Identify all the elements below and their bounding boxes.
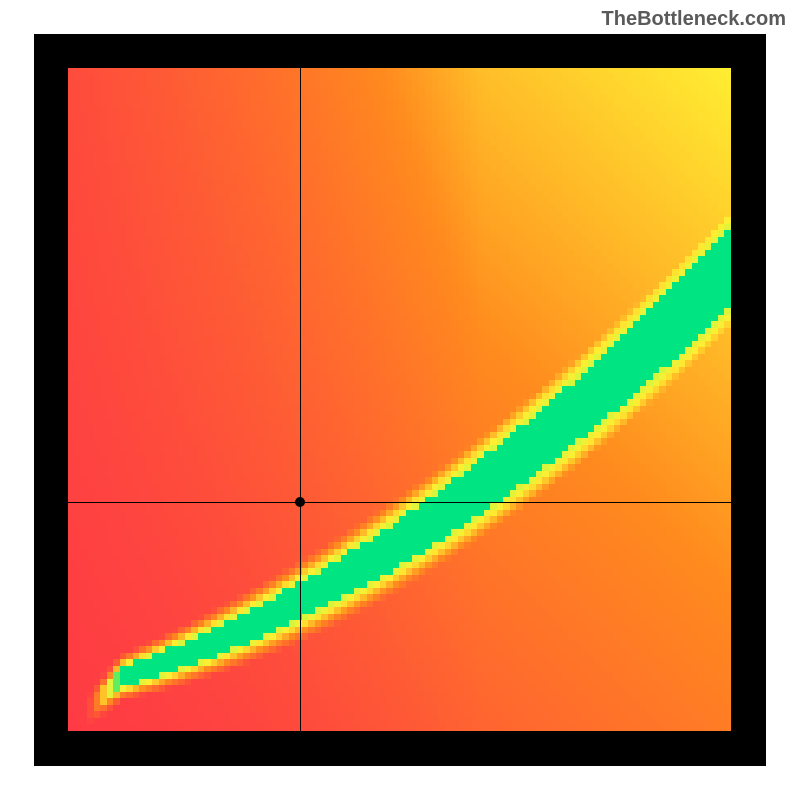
chart-container: TheBottleneck.com: [0, 0, 800, 800]
crosshair-marker-dot: [295, 497, 305, 507]
heatmap-canvas: [68, 68, 731, 731]
crosshair-horizontal: [68, 502, 731, 503]
watermark-text: TheBottleneck.com: [602, 8, 786, 31]
plot-outer-frame: [34, 34, 766, 766]
plot-area: [68, 68, 731, 731]
crosshair-vertical: [300, 68, 301, 731]
